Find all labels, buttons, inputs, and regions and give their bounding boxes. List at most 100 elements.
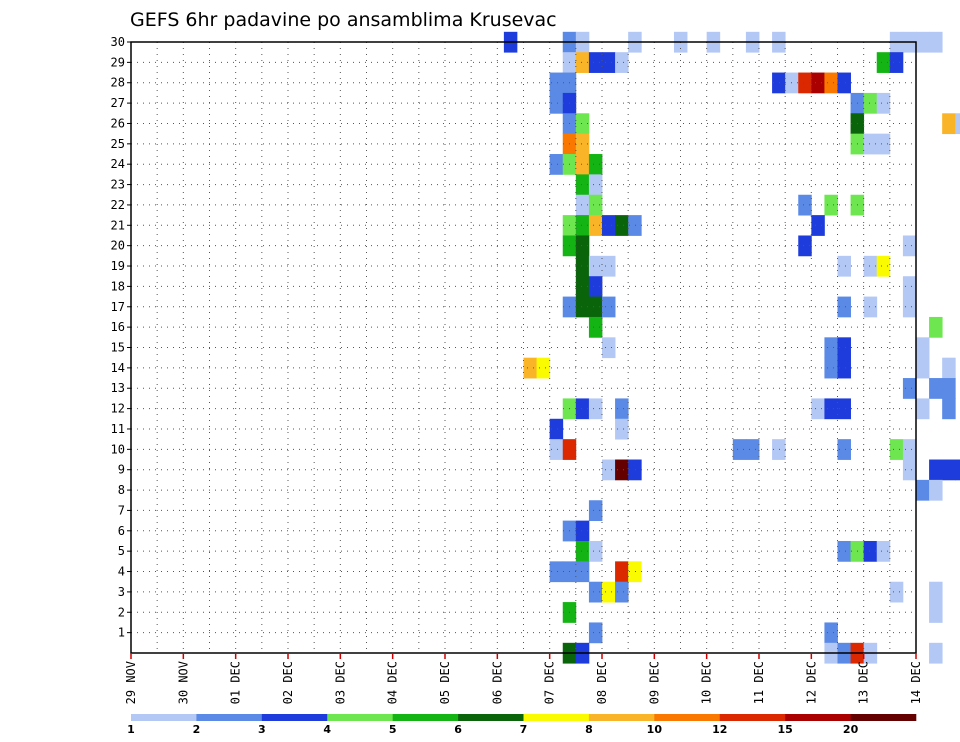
heatmap-cell xyxy=(929,459,943,481)
heatmap-cell xyxy=(628,215,642,236)
legend-label: 3 xyxy=(258,723,266,736)
heatmap-cell xyxy=(602,52,616,73)
heatmap-cell xyxy=(916,31,930,53)
y-tick-label: 21 xyxy=(111,218,125,232)
heatmap-cell xyxy=(588,398,603,420)
y-tick-label: 17 xyxy=(111,300,125,314)
y-tick-label: 14 xyxy=(111,361,125,375)
heatmap-cell xyxy=(588,500,603,522)
legend-label: 20 xyxy=(843,723,859,736)
heatmap-cell xyxy=(811,398,825,420)
heatmap-cell xyxy=(588,276,603,297)
heatmap-cell xyxy=(615,561,629,583)
heatmap-cell xyxy=(575,255,590,277)
heatmap-cell xyxy=(588,154,603,175)
heatmap-cell xyxy=(549,561,564,583)
heatmap-cell xyxy=(588,174,603,196)
heatmap-cell xyxy=(863,296,878,318)
heatmap-cell xyxy=(824,337,838,359)
legend-swatch xyxy=(850,714,917,721)
heatmap-cell xyxy=(942,378,956,399)
heatmap-cell xyxy=(575,520,590,542)
y-tick-label: 25 xyxy=(111,137,125,151)
legend-swatch xyxy=(196,714,263,721)
y-tick-label: 5 xyxy=(118,544,125,558)
heatmap-cell xyxy=(549,418,564,440)
heatmap-cell xyxy=(902,276,917,297)
x-tick-label: 12 DEC xyxy=(804,661,818,704)
heatmap-cell xyxy=(929,602,943,623)
heatmap-cell xyxy=(549,154,564,175)
heatmap-cell xyxy=(876,540,891,562)
heatmap-cell xyxy=(929,378,943,399)
heatmap-cell xyxy=(602,581,616,603)
legend-label: 10 xyxy=(647,723,663,736)
heatmap-cell xyxy=(902,459,917,481)
heatmap-cell xyxy=(876,255,891,277)
heatmap-cell xyxy=(863,92,878,114)
y-tick-label: 20 xyxy=(111,239,125,253)
heatmap-cell xyxy=(929,581,943,603)
legend-swatch xyxy=(261,714,328,721)
heatmap-cell xyxy=(863,133,878,155)
heatmap-cell xyxy=(824,398,838,420)
heatmap-cell xyxy=(588,255,603,277)
heatmap-cell xyxy=(824,72,838,94)
legend-label: 8 xyxy=(585,723,593,736)
heatmap-cell xyxy=(628,561,642,583)
y-tick-label: 4 xyxy=(118,565,125,579)
heatmap-cell xyxy=(523,357,537,379)
legend-swatch xyxy=(458,714,524,721)
heatmap-cell xyxy=(549,439,564,460)
legend-label: 1 xyxy=(127,723,135,736)
heatmap-cell xyxy=(902,378,917,399)
heatmap-cell xyxy=(575,194,590,216)
heatmap-cell xyxy=(889,439,904,460)
heatmap-cell xyxy=(837,357,851,379)
heatmap-cell xyxy=(929,642,943,664)
legend-label: 5 xyxy=(389,723,397,736)
heatmap-cell xyxy=(575,235,590,257)
heatmap-cell xyxy=(575,52,590,73)
heatmap-cell xyxy=(575,133,590,155)
heatmap-cell xyxy=(575,561,590,583)
x-tick-label: 10 DEC xyxy=(700,661,714,704)
heatmap-cell xyxy=(575,113,590,135)
heatmap-cells xyxy=(503,31,960,664)
heatmap-cell xyxy=(824,194,838,216)
y-tick-label: 6 xyxy=(118,524,125,538)
x-tick-label: 08 DEC xyxy=(595,661,609,704)
y-tick-label: 1 xyxy=(118,626,125,640)
legend-label: 15 xyxy=(778,723,793,736)
x-tick-label: 07 DEC xyxy=(543,661,557,704)
heatmap-cell xyxy=(837,398,851,420)
heatmap-cell xyxy=(916,398,930,420)
y-tick-label: 10 xyxy=(111,442,125,456)
heatmap-cell xyxy=(602,459,616,481)
heatmap-cell xyxy=(863,255,878,277)
heatmap-cell xyxy=(837,72,851,94)
y-tick-label: 26 xyxy=(111,116,125,130)
heatmap-cell xyxy=(811,72,825,94)
heatmap-cell xyxy=(772,439,786,460)
chart-title: GEFS 6hr padavine po ansamblima Krusevac xyxy=(130,9,557,31)
heatmap-cell xyxy=(916,357,930,379)
heatmap-cell xyxy=(575,154,590,175)
heatmap-cell xyxy=(732,439,747,460)
x-tick-label: 01 DEC xyxy=(229,661,243,704)
x-tick-label: 06 DEC xyxy=(490,661,504,704)
grid-lines xyxy=(131,41,916,653)
heatmap-cell xyxy=(588,52,603,73)
heatmap-cell xyxy=(772,72,786,94)
y-tick-label: 12 xyxy=(111,402,125,416)
heatmap-cell xyxy=(798,72,812,94)
heatmap-cell xyxy=(602,255,616,277)
legend-label: 7 xyxy=(520,723,528,736)
heatmap-cell xyxy=(575,540,590,562)
heatmap-cell xyxy=(588,194,603,216)
heatmap-cell xyxy=(876,92,891,114)
heatmap-cell xyxy=(837,337,851,359)
heatmap-cell xyxy=(588,215,603,236)
heatmap-cell xyxy=(588,296,603,318)
heatmap-cell xyxy=(588,316,603,338)
